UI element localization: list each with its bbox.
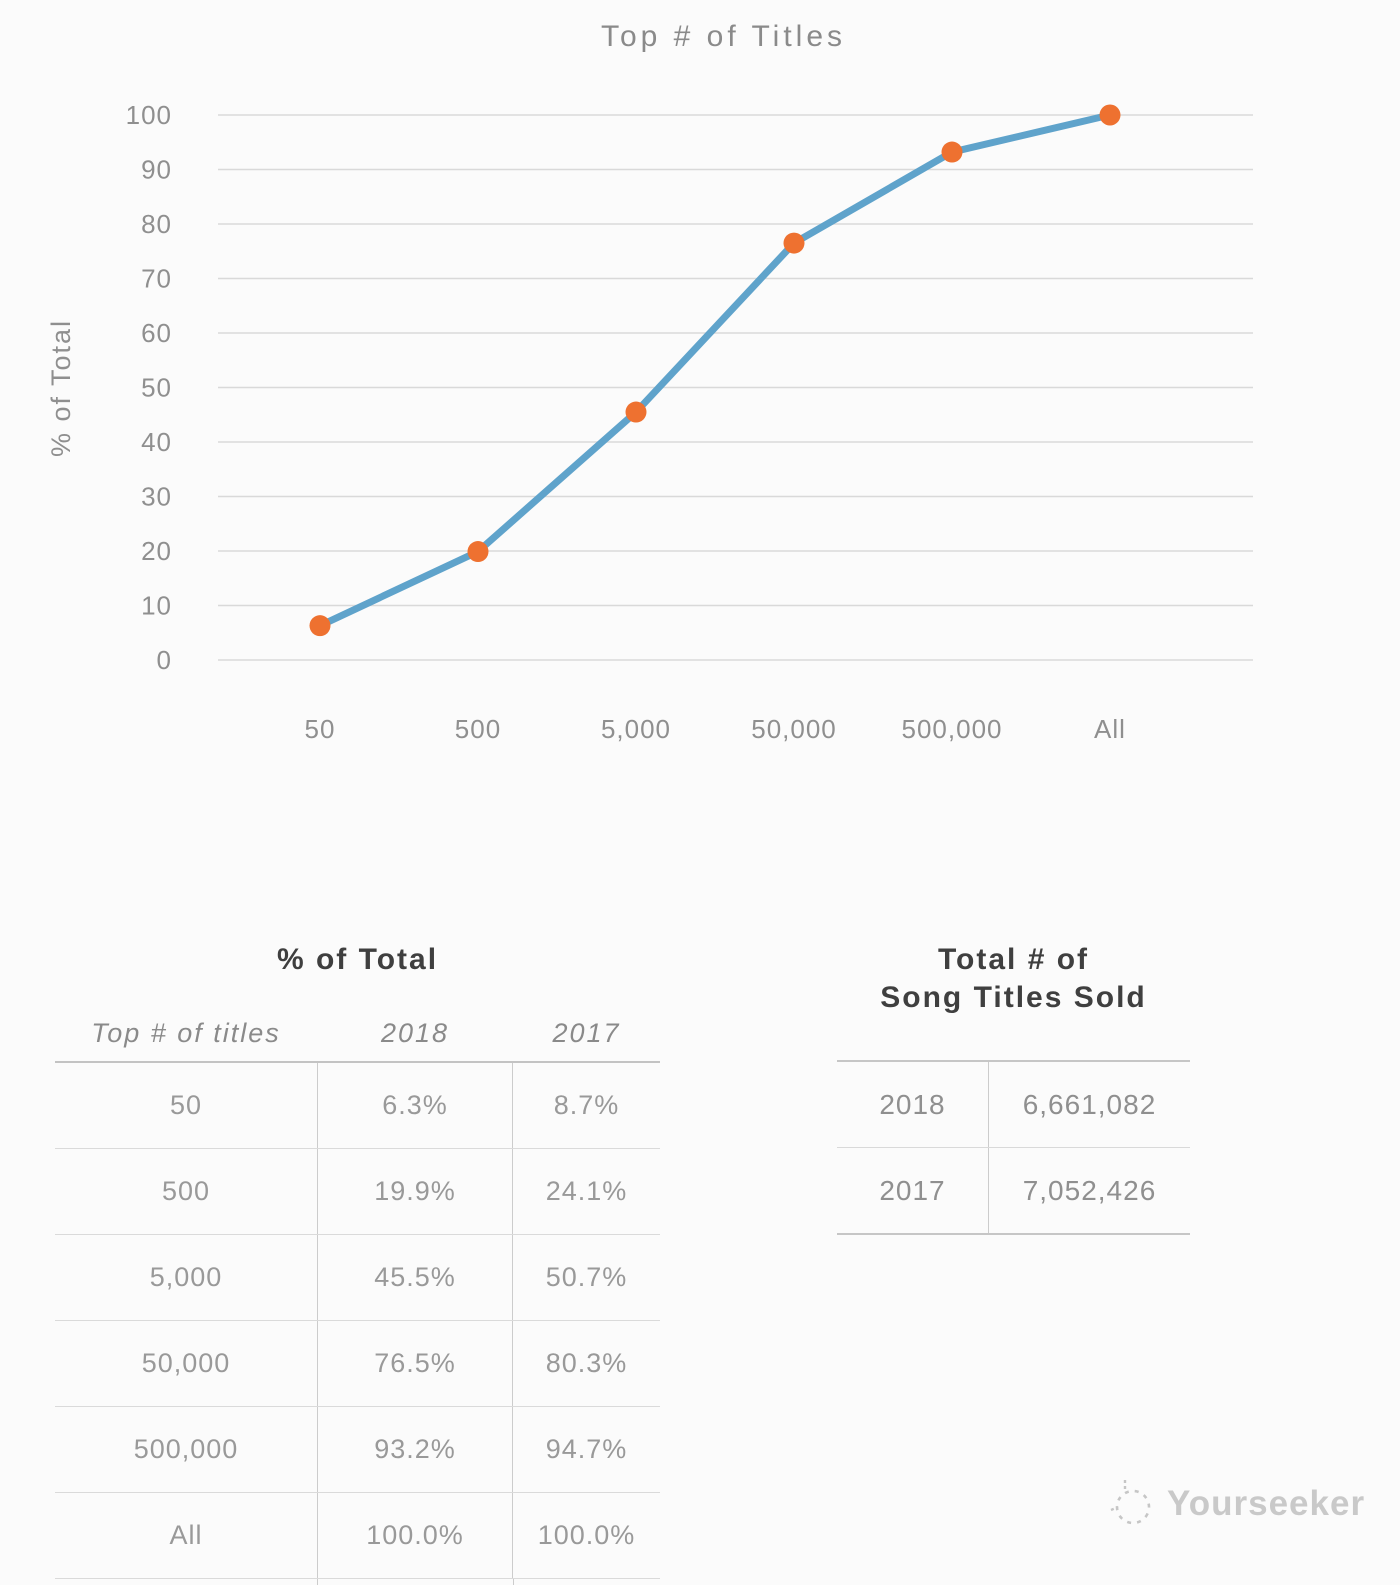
data-point-marker [467,541,489,563]
chart-area: 0 10 20 30 40 50 60 70 80 90 100 50 500 5,000 50,000 50… [46,20,1253,744]
cell-2018: 100.0% [317,1493,513,1578]
table-row: 5,000 45.5% 50.7% [55,1235,660,1321]
x-tick-label: 50 [305,714,336,744]
series-line [316,111,1114,630]
yourseeker-logo: Yourseeker [1105,1476,1365,1532]
cell-2017: 8.7% [553,1090,620,1120]
yourseeker-wordmark: Yourseeker [1167,1484,1366,1523]
x-tick-label: 5,000 [601,714,671,744]
row-label: 5,000 [149,1262,223,1292]
yourseeker-icon [1110,1480,1151,1525]
pct-table-header: Top # of titles 2018 2017 [55,1005,660,1063]
x-tick-label: 500,000 [902,714,1003,744]
totals-table-title-line1: Total # of [937,943,1090,976]
row-value: 7,052,426 [988,1148,1190,1233]
cell-2018: 76.5% [317,1321,513,1406]
x-tick-label: 500 [455,714,501,744]
line-chart: 0 10 20 30 40 50 60 70 80 90 100 50 500 5,000 50,000 50… [46,20,1253,744]
x-tick-label: All [1094,714,1126,744]
y-tick-label: 100 [126,100,172,130]
totals-table-title: Total # of Song Titles Sold [822,941,1205,1017]
y-tick-label: 60 [141,318,172,348]
cell-2018: 19.9% [317,1149,513,1234]
y-tick-label: 10 [141,591,172,621]
y-tick-label: 70 [141,264,172,294]
y-tick-label: 50 [141,373,172,403]
cell-2017: 100.0% [537,1520,636,1550]
pct-table: Top # of titles 2018 2017 50 6.3% 8.7% 5… [55,1005,660,1585]
data-point-marker [309,615,331,637]
table-row: 2017 7,052,426 [837,1148,1190,1233]
chart-title: Top # of Titles [601,20,846,53]
y-tick-label: 0 [157,645,172,675]
cell-2017: 94.7% [545,1434,628,1464]
row-label: 500 [161,1176,211,1206]
row-year: 2018 [879,1088,946,1120]
col-header-2018: 2018 [380,1017,450,1048]
cell-2018: 6.3% [317,1063,513,1148]
row-label: 500,000 [133,1434,239,1464]
row-label: 50,000 [141,1348,231,1378]
data-point-marker [941,141,963,163]
data-point-marker [1099,104,1121,126]
table-row: 500,000 93.2% 94.7% [55,1407,660,1493]
y-tick-label: 40 [141,427,172,457]
cell-2018: 93.2% [317,1407,513,1492]
y-tick-label: 30 [141,482,172,512]
row-value: 6,661,082 [988,1062,1190,1147]
table-row: 50 6.3% 8.7% [55,1063,660,1149]
row-label: All [169,1520,203,1550]
data-point-marker [625,401,647,423]
y-axis-title: % of Total [46,319,76,457]
totals-table-title-line2: Song Titles Sold [880,981,1147,1014]
y-tick-label: 80 [141,209,172,239]
cell-2017: 24.1% [545,1176,628,1206]
cell-2017: 80.3% [545,1348,628,1378]
x-tick-label: 50,000 [751,714,837,744]
table-row: 50,000 76.5% 80.3% [55,1321,660,1407]
cell-2018: 45.5% [317,1235,513,1320]
col-header-2017: 2017 [552,1017,621,1048]
col-header-top-titles: Top # of titles [91,1017,281,1048]
totals-table: 2018 6,661,082 2017 7,052,426 [837,1060,1190,1235]
data-point-marker [783,232,805,254]
table-row: 2018 6,661,082 [837,1062,1190,1148]
table-row: 500 19.9% 24.1% [55,1149,660,1235]
y-tick-label: 20 [141,536,172,566]
cell-2017: 50.7% [545,1262,628,1292]
row-label: 50 [169,1090,203,1120]
table-row: All 100.0% 100.0% [55,1493,660,1579]
pct-table-title: % of Total [276,943,439,976]
y-tick-label: 90 [141,155,172,185]
row-year: 2017 [879,1174,946,1206]
